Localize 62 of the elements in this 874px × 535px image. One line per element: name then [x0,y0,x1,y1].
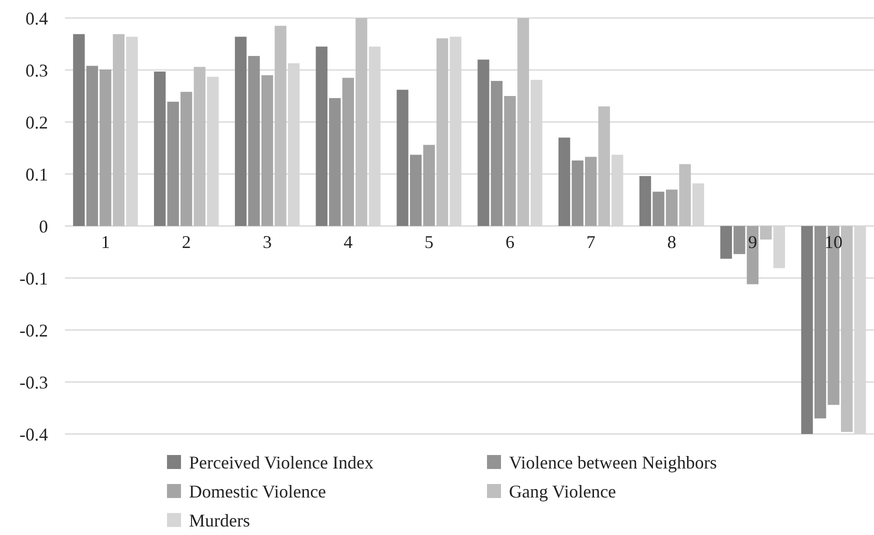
bar [154,72,166,226]
x-tick-label: 3 [262,232,272,252]
bar [396,90,408,226]
legend-label: Domestic Violence [189,481,326,502]
y-tick-label: 0.3 [26,60,48,80]
legend-label: Gang Violence [509,481,616,502]
bar [167,102,179,226]
bar [478,60,490,226]
bar [652,192,664,226]
y-tick-label: -0.1 [20,268,48,288]
legend-label: Murders [189,510,250,530]
y-tick-label: -0.2 [20,320,48,340]
x-tick-label: 6 [505,232,514,252]
bar [329,98,341,226]
bar [86,66,98,226]
y-tick-label: -0.4 [20,424,48,444]
x-tick-label: 5 [424,232,434,252]
bar [248,56,260,226]
bar [504,96,516,226]
bar [585,156,597,226]
bar [342,78,354,226]
y-tick-label: 0.2 [26,112,48,132]
legend-label: Violence between Neighbors [509,452,717,472]
y-tick-label: 0.1 [26,164,48,184]
bar [261,75,274,226]
bar [316,46,328,226]
bar [356,18,368,226]
bar [558,138,570,226]
bar [679,164,691,226]
bar [572,160,584,226]
bar [234,36,247,226]
bar [410,154,422,226]
bar [112,34,125,226]
bar [180,92,192,226]
bar [639,176,652,226]
bar [194,66,206,226]
bar [517,18,530,226]
x-tick-label: 4 [344,232,353,252]
bar [746,226,758,284]
bar [720,226,732,259]
y-tick-label: 0.4 [26,8,48,28]
x-tick-label: 9 [748,232,758,252]
bar [274,26,286,226]
x-tick-label: 1 [100,232,110,252]
x-tick-label: 2 [182,232,191,252]
bar [801,226,813,434]
bar [490,80,503,226]
x-tick-label: 7 [586,232,596,252]
bar [666,190,678,226]
bar [760,226,772,240]
bar [423,144,435,226]
x-tick-label: 8 [667,232,676,252]
bar [436,38,448,226]
bar [73,34,85,226]
bar [814,226,826,418]
bar [840,226,853,432]
bar [100,69,112,226]
bar [598,106,610,226]
y-tick-label: 0 [39,216,48,236]
bar [734,226,746,254]
legend-label: Perceived Violence Index [189,452,374,472]
y-tick-label: -0.3 [20,372,48,392]
